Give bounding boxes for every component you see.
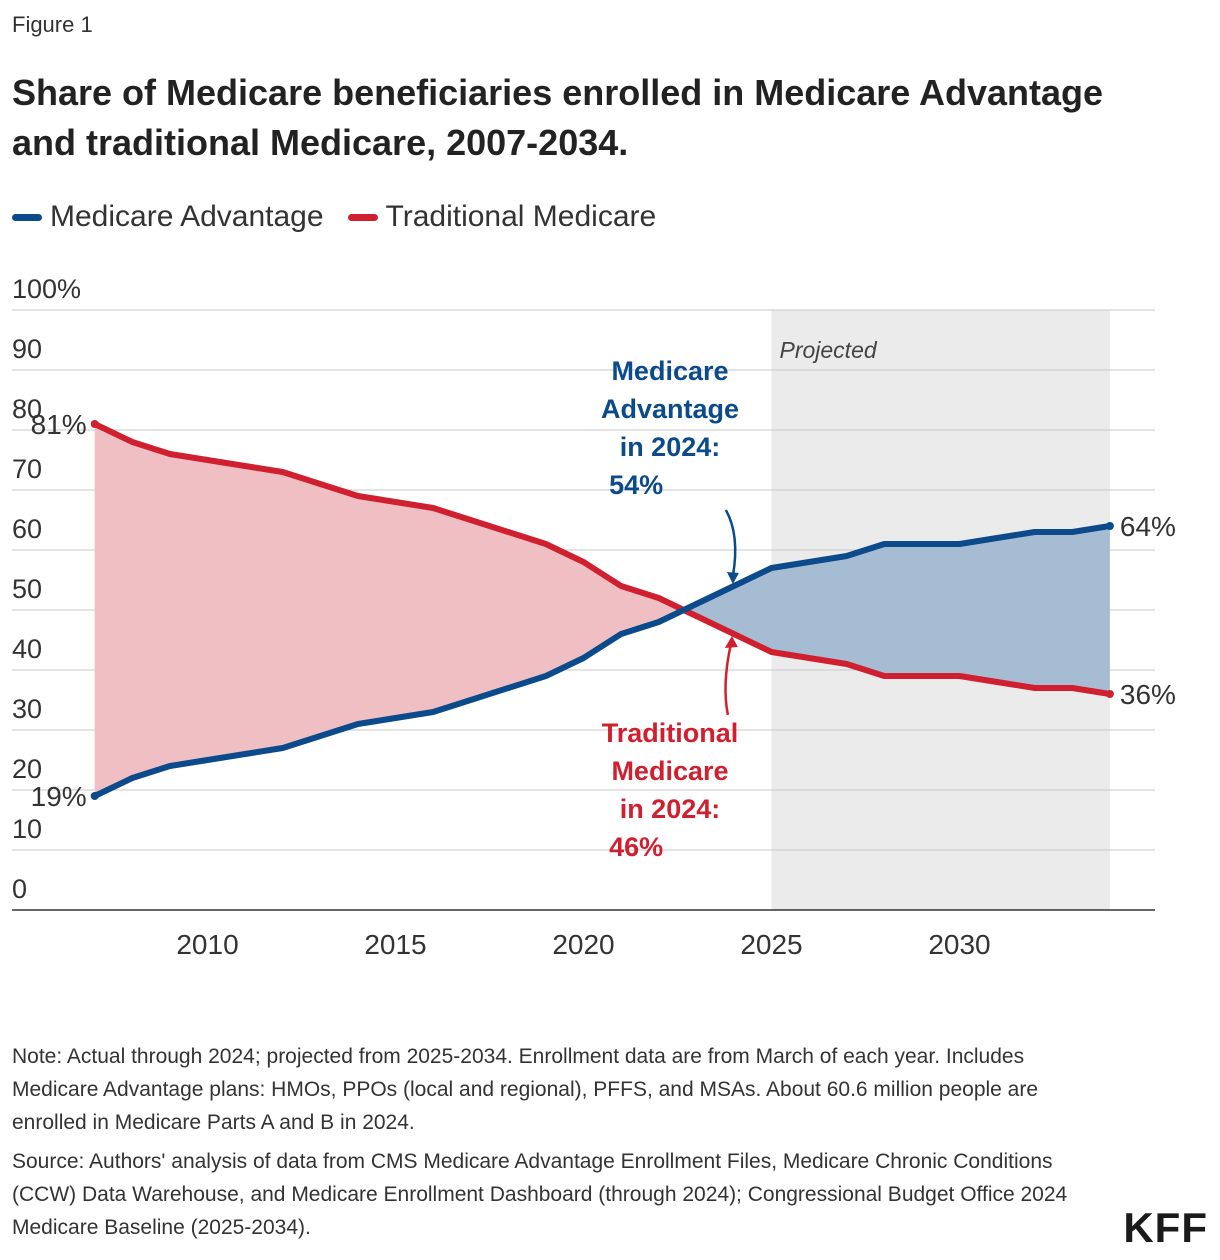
annotation-tm-line: Traditional xyxy=(602,718,739,748)
label-tm-end: 36% xyxy=(1120,679,1176,710)
legend-swatch-ma xyxy=(12,213,42,221)
legend-label-tm: Traditional Medicare xyxy=(385,200,657,233)
arrow-ma xyxy=(724,509,737,577)
area-medicare-advantage xyxy=(683,526,1110,694)
y-tick-label: 0 xyxy=(12,874,27,904)
annotation-tm-line: in 2024: xyxy=(620,794,721,824)
arrow-ma-head xyxy=(726,572,739,584)
y-tick-label: 70 xyxy=(12,454,42,484)
annotation-ma-line: Medicare xyxy=(611,356,728,386)
x-tick-label: 2020 xyxy=(552,929,614,960)
legend-swatch-tm xyxy=(347,213,378,221)
legend: Medicare Advantage Traditional Medicare xyxy=(12,200,680,234)
endpoint-dot xyxy=(90,792,99,800)
y-tick-label: 80 xyxy=(12,394,42,424)
endpoint-dot xyxy=(90,420,99,428)
y-tick-label: 60 xyxy=(12,514,42,544)
y-tick-label: 90 xyxy=(12,334,42,364)
projected-label: Projected xyxy=(779,337,877,363)
y-tick-label: 100% xyxy=(12,274,81,304)
annotation-tm-line: 46% xyxy=(609,832,663,862)
kff-logo: KFF xyxy=(1123,1204,1208,1251)
area-traditional-medicare xyxy=(94,424,684,796)
label-ma-start: 19% xyxy=(31,781,87,812)
x-tick-label: 2030 xyxy=(928,929,990,960)
line-medicare-advantage xyxy=(93,523,1111,799)
endpoint-dot xyxy=(1105,522,1114,530)
annotation-ma-line: Advantage xyxy=(601,394,739,424)
legend-item-traditional-medicare: Traditional Medicare xyxy=(347,200,657,234)
legend-label-ma: Medicare Advantage xyxy=(50,200,324,233)
x-tick-label: 2025 xyxy=(740,929,802,960)
y-tick-label: 10 xyxy=(12,814,42,844)
x-tick-label: 2010 xyxy=(176,929,238,960)
endpoint-dot xyxy=(1105,690,1114,698)
x-tick-label: 2015 xyxy=(364,929,426,960)
y-tick-label: 20 xyxy=(12,754,42,784)
chart-title: Share of Medicare beneficiaries enrolled… xyxy=(12,72,1104,163)
label-tm-start: 81% xyxy=(31,409,87,440)
label-ma-end: 64% xyxy=(1120,511,1176,542)
y-tick-label: 30 xyxy=(12,694,42,724)
arrow-tm xyxy=(724,643,733,716)
line-traditional-medicare xyxy=(93,421,1111,697)
notes: Note: Actual through 2024; projected fro… xyxy=(12,1040,1092,1250)
source-text: Source: Authors' analysis of data from C… xyxy=(12,1150,1068,1239)
y-tick-label: 40 xyxy=(12,634,42,664)
y-tick-label: 50 xyxy=(12,574,42,604)
annotation-tm-line: Medicare xyxy=(611,756,728,786)
arrow-tm-head xyxy=(724,636,738,648)
note-text: Note: Actual through 2024; projected fro… xyxy=(12,1045,1039,1134)
annotation-ma-line: 54% xyxy=(609,470,663,500)
legend-item-medicare-advantage: Medicare Advantage xyxy=(12,200,324,234)
figure-label: Figure 1 xyxy=(12,12,93,37)
annotation-ma-line: in 2024: xyxy=(620,432,721,462)
